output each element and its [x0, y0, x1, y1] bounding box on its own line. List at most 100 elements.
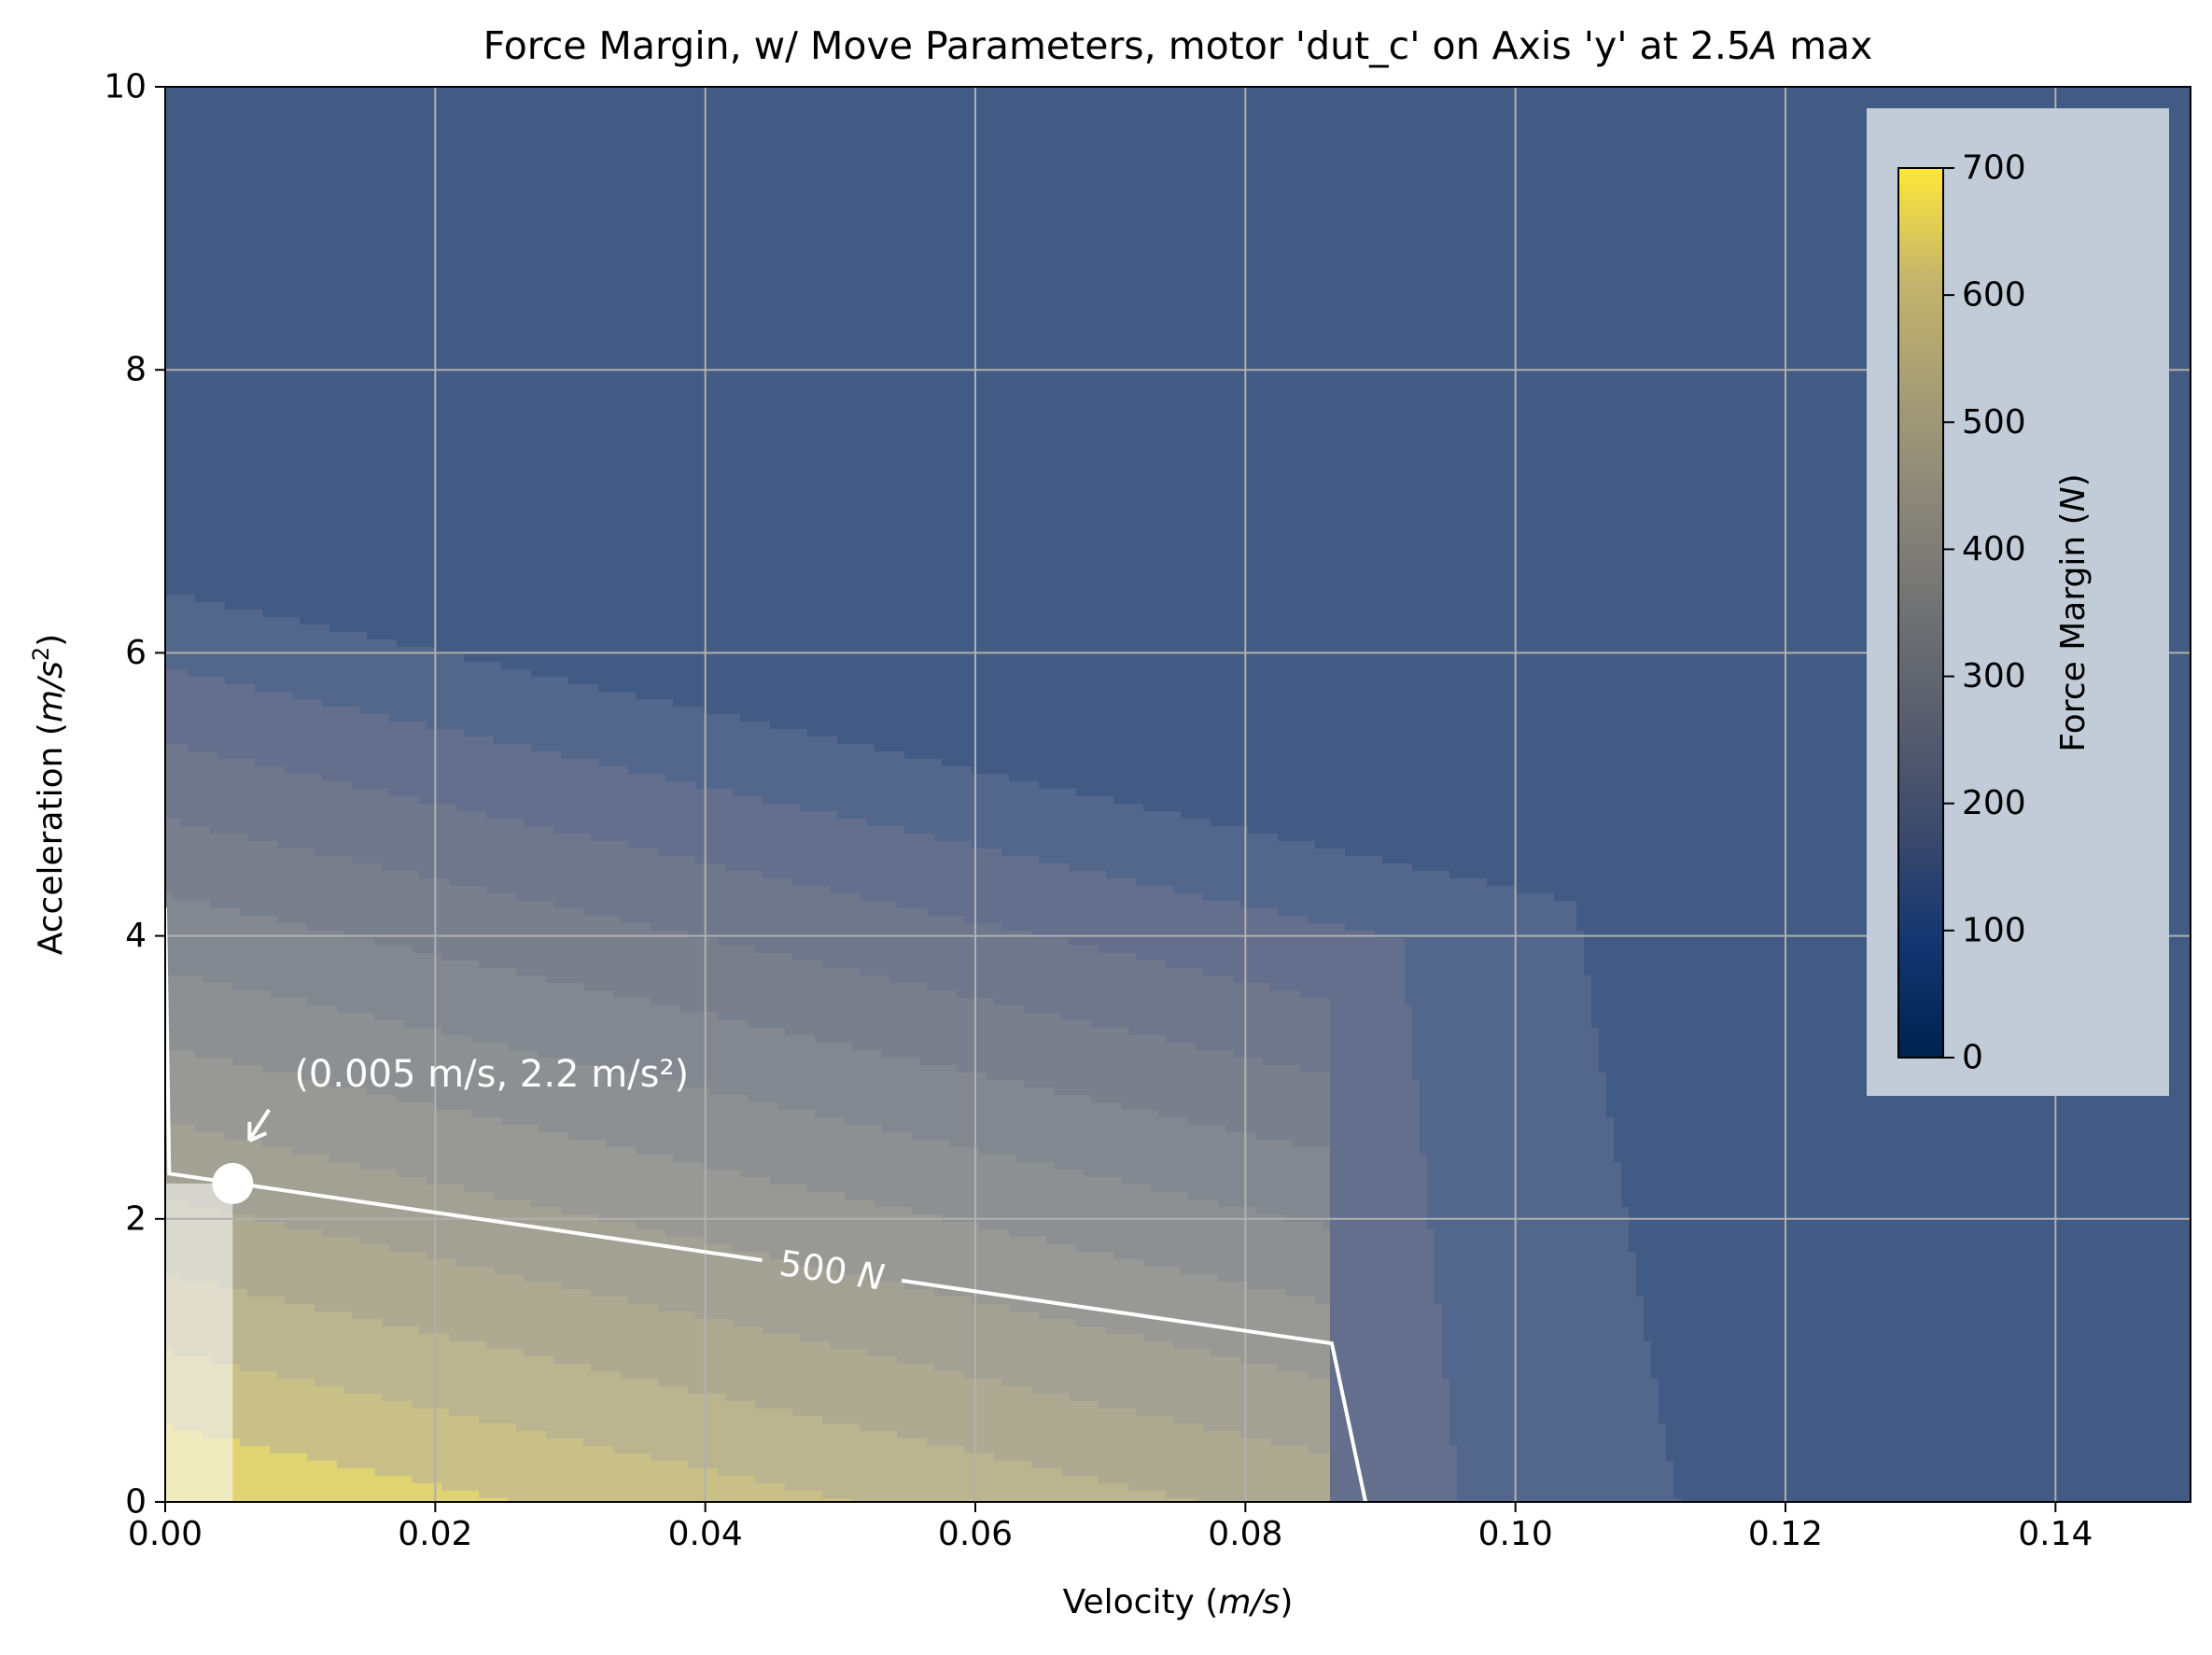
contour-cell [1360, 154, 1368, 162]
contour-cell [1449, 94, 1458, 103]
contour-cell [270, 117, 278, 125]
contour-cell [419, 169, 427, 177]
contour-cell [217, 169, 226, 177]
contour-cell [919, 139, 928, 147]
contour-cell [1547, 147, 1555, 155]
contour-cell [1726, 109, 1734, 118]
contour-cell [285, 176, 293, 185]
contour-cell [1718, 176, 1727, 185]
contour-cell [994, 184, 1002, 192]
contour-cell [1696, 161, 1704, 170]
contour-cell [1390, 147, 1398, 155]
contour-cell [1061, 124, 1070, 133]
contour-cell [300, 102, 308, 110]
contour-cell [1337, 161, 1346, 170]
contour-cell [1830, 132, 1839, 140]
contour-cell [598, 132, 607, 140]
contour-cell [1427, 117, 1435, 125]
contour-cell [1233, 161, 1241, 170]
contour-cell [628, 124, 637, 133]
contour-cell [1793, 139, 1801, 147]
contour-cell [367, 147, 375, 155]
contour-cell [1405, 109, 1413, 118]
contour-cell [1785, 169, 1794, 177]
contour-cell [1270, 102, 1279, 110]
contour-cell [777, 176, 786, 185]
contour-cell [1524, 139, 1533, 147]
contour-cell [1950, 94, 1958, 103]
contour-cell [942, 124, 950, 133]
contour-cell [568, 161, 577, 170]
contour-cell [860, 132, 868, 140]
contour-cell [1337, 132, 1346, 140]
contour-cell [882, 139, 890, 147]
contour-cell [598, 161, 607, 170]
contour-cell [1323, 117, 1331, 125]
contour-cell [568, 184, 577, 192]
contour-cell [815, 184, 823, 192]
contour-cell [1771, 124, 1779, 133]
contour-cell [733, 132, 741, 140]
contour-cell [1136, 132, 1144, 140]
contour-cell [1726, 154, 1734, 162]
contour-cell [1554, 169, 1562, 177]
contour-cell [427, 161, 435, 170]
contour-cell [568, 154, 577, 162]
contour-cell [1472, 102, 1480, 110]
contour-cell [2009, 94, 2018, 103]
contour-cell [1405, 117, 1413, 125]
contour-cell [740, 161, 749, 170]
contour-cell [725, 161, 734, 170]
contour-cell [531, 147, 539, 155]
contour-cell [830, 102, 838, 110]
contour-cell [1196, 87, 1204, 95]
contour-cell [1733, 139, 1742, 147]
contour-cell [1636, 161, 1645, 170]
contour-cell [1308, 94, 1316, 103]
contour-cell [1143, 139, 1152, 147]
contour-cell [1875, 87, 1883, 95]
contour-cell [359, 94, 368, 103]
contour-cell [1897, 87, 1906, 95]
contour-cell [867, 184, 875, 192]
contour-cell [1771, 102, 1779, 110]
contour-cell [1248, 109, 1256, 118]
contour-cell [1300, 147, 1309, 155]
contour-cell [1666, 139, 1674, 147]
contour-cell [1390, 132, 1398, 140]
contour-cell [1621, 102, 1630, 110]
contour-cell [2099, 87, 2107, 95]
contour-cell [1800, 109, 1809, 118]
contour-cell [1390, 102, 1398, 110]
contour-cell [852, 154, 861, 162]
contour-cell [1547, 109, 1555, 118]
contour-cell [240, 161, 248, 170]
contour-cell [2174, 176, 2182, 185]
contour-cell [1151, 154, 1159, 162]
contour-cell [337, 132, 345, 140]
contour-cell [1360, 147, 1368, 155]
contour-cell [927, 124, 935, 133]
contour-cell [1621, 124, 1630, 133]
contour-cell [927, 132, 935, 140]
contour-cell [1143, 176, 1152, 185]
contour-cell [852, 109, 861, 118]
contour-cell [1666, 169, 1674, 177]
contour-cell [315, 132, 323, 140]
contour-cell [763, 124, 771, 133]
contour-cell [561, 132, 569, 140]
contour-cell [665, 161, 674, 170]
contour-cell [240, 154, 248, 162]
contour-cell [389, 176, 398, 185]
contour-cell [979, 102, 987, 110]
contour-cell [1502, 169, 1510, 177]
contour-cell [1591, 102, 1600, 110]
contour-cell [1599, 139, 1607, 147]
contour-cell [1367, 132, 1376, 140]
contour-cell [1532, 147, 1540, 155]
contour-cell [1561, 161, 1570, 170]
contour-cell [987, 94, 995, 103]
contour-cell [539, 94, 547, 103]
contour-cell [1457, 154, 1465, 162]
contour-cell [1718, 109, 1727, 118]
